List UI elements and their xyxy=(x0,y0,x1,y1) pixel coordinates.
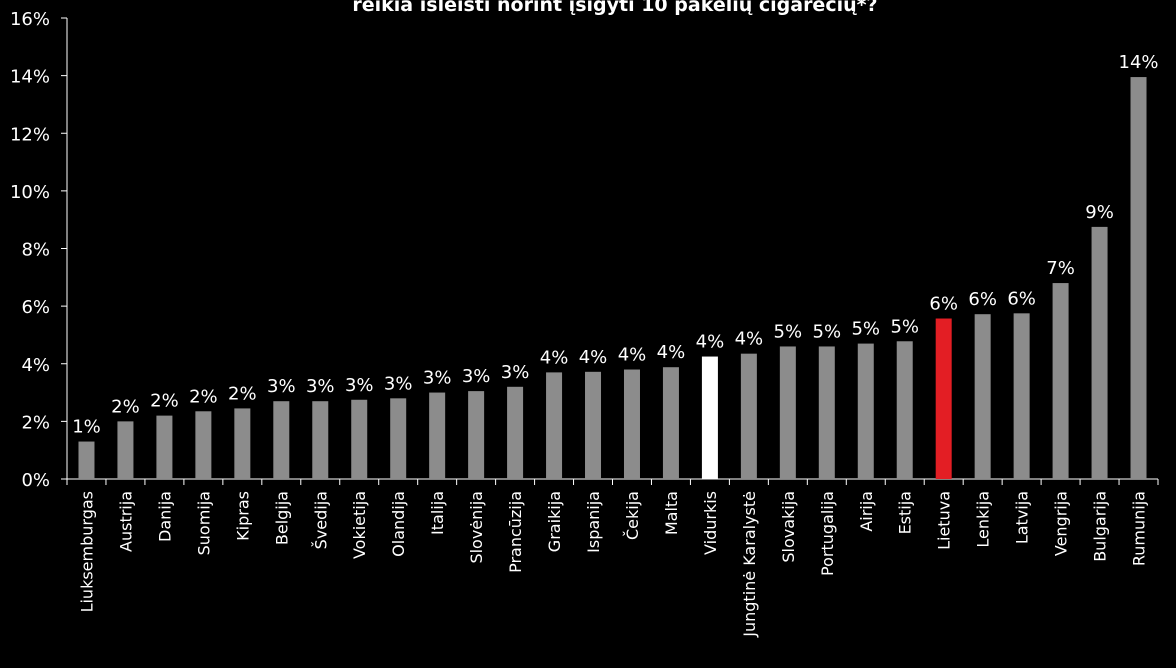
category-label: Airija xyxy=(857,491,876,532)
bar xyxy=(896,341,913,479)
y-tick-label: 16% xyxy=(10,9,50,30)
y-tick-label: 0% xyxy=(21,470,50,491)
data-label: 3% xyxy=(462,366,491,387)
data-label: 7% xyxy=(1046,258,1075,279)
category-label: Rumunija xyxy=(1130,491,1149,566)
data-label: 3% xyxy=(267,376,296,397)
data-label: 2% xyxy=(150,391,179,412)
bar xyxy=(662,367,679,479)
bar xyxy=(1052,283,1069,479)
data-label: 1% xyxy=(72,417,101,438)
bar xyxy=(623,369,640,479)
bar xyxy=(351,399,368,479)
data-label: 3% xyxy=(501,362,530,383)
category-label: Vidurkis xyxy=(701,491,720,555)
category-label: Belgija xyxy=(272,491,291,545)
data-label: 4% xyxy=(657,342,686,363)
category-label: Portugalija xyxy=(818,491,837,576)
category-label: Kipras xyxy=(233,491,252,541)
data-label: 5% xyxy=(813,321,842,342)
data-label: 2% xyxy=(111,396,140,417)
bar xyxy=(273,401,290,479)
data-label: 6% xyxy=(1007,288,1036,309)
y-tick-label: 8% xyxy=(21,240,50,261)
y-tick-label: 2% xyxy=(21,412,50,433)
category-label: Lenkija xyxy=(974,491,993,548)
data-label: 3% xyxy=(345,375,374,396)
data-label: 3% xyxy=(306,376,335,397)
y-tick-label: 12% xyxy=(10,124,50,145)
y-tick-label: 14% xyxy=(10,67,50,88)
category-label: Slovėnija xyxy=(467,491,486,564)
bar xyxy=(390,398,407,479)
data-label: 14% xyxy=(1119,52,1159,73)
category-label: Lietuva xyxy=(935,491,954,550)
bar xyxy=(468,391,485,479)
category-label: Olandija xyxy=(389,491,408,557)
category-label: Latvija xyxy=(1013,491,1032,544)
data-label: 9% xyxy=(1085,202,1114,223)
data-label: 4% xyxy=(696,332,725,353)
category-label: Vengrija xyxy=(1052,491,1071,556)
data-label: 4% xyxy=(618,345,647,366)
data-label: 4% xyxy=(540,347,569,368)
bar xyxy=(156,415,173,479)
category-label: Estija xyxy=(896,491,915,534)
category-label: Prancūzija xyxy=(506,491,525,573)
bar xyxy=(740,353,757,479)
bar xyxy=(195,411,212,479)
data-label: 4% xyxy=(579,347,608,368)
bar xyxy=(312,401,329,479)
bar xyxy=(546,372,563,479)
bar xyxy=(935,318,952,479)
category-label: Ispanija xyxy=(584,491,603,553)
bar xyxy=(429,392,446,479)
bar xyxy=(818,346,835,479)
data-label: 5% xyxy=(851,319,880,340)
bar xyxy=(974,314,991,479)
bar xyxy=(78,441,95,479)
data-label: 3% xyxy=(384,373,413,394)
category-label: Švedija xyxy=(311,491,330,549)
category-label: Liuksemburgas xyxy=(77,491,96,612)
category-label: Austrija xyxy=(116,491,135,552)
bar xyxy=(857,343,874,479)
bar xyxy=(779,346,796,479)
bar xyxy=(701,356,718,479)
y-tick-label: 10% xyxy=(10,182,50,203)
data-label: 5% xyxy=(774,321,803,342)
y-tick-label: 6% xyxy=(21,297,50,318)
bar xyxy=(1013,313,1030,479)
category-label: Vokietija xyxy=(350,491,369,559)
category-label: Jungtinė Karalystė xyxy=(740,491,759,638)
category-label: Čekija xyxy=(623,491,642,540)
category-label: Slovakija xyxy=(779,491,798,563)
category-label: Graikija xyxy=(545,491,564,552)
bar xyxy=(234,408,251,479)
data-label: 2% xyxy=(189,386,218,407)
data-label: 6% xyxy=(968,289,997,310)
category-label: Malta xyxy=(662,491,681,535)
data-label: 4% xyxy=(735,329,764,350)
category-label: Bulgarija xyxy=(1091,491,1110,562)
category-label: Italija xyxy=(428,491,447,535)
bar xyxy=(1091,226,1108,479)
bar xyxy=(117,421,134,479)
data-label: 5% xyxy=(890,316,919,337)
category-label: Danija xyxy=(155,491,174,542)
chart-title: reikia išleisti norint įsigyti 10 pakeli… xyxy=(352,0,878,16)
bar xyxy=(507,386,524,479)
y-tick-label: 4% xyxy=(21,355,50,376)
bar xyxy=(585,371,602,479)
data-label: 3% xyxy=(423,368,452,389)
data-label: 2% xyxy=(228,383,257,404)
category-label: Suomija xyxy=(194,491,213,555)
data-label: 6% xyxy=(929,294,958,315)
bar xyxy=(1130,77,1147,480)
